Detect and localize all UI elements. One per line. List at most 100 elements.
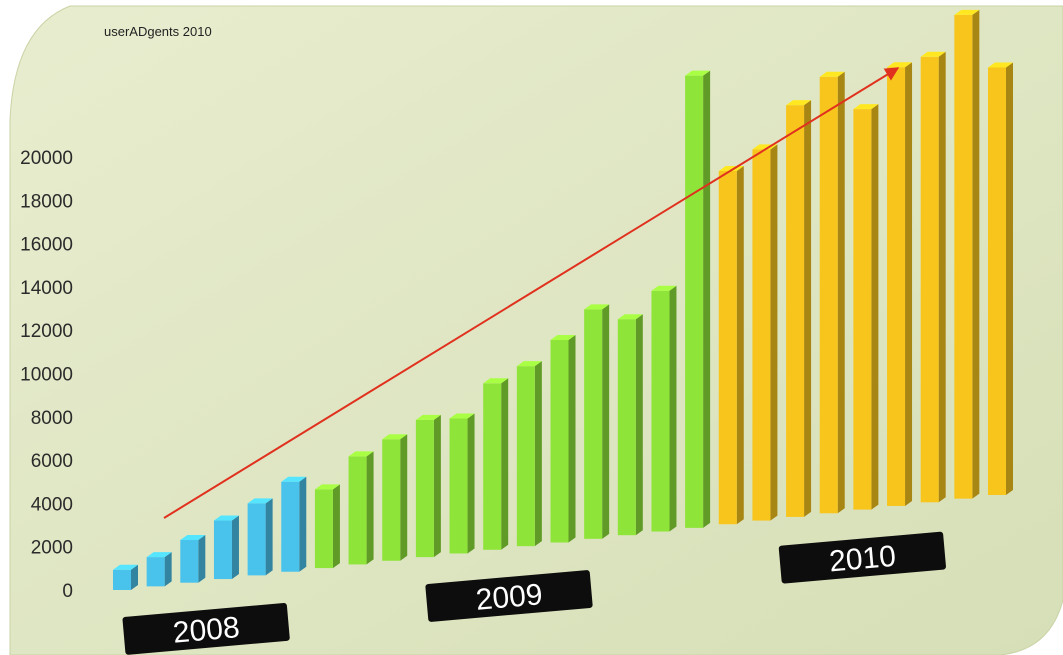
- bar-top: [920, 51, 946, 57]
- year-label-text: 2008: [172, 611, 241, 650]
- bar: [819, 71, 845, 514]
- bar-top: [247, 498, 273, 504]
- bar-side: [467, 413, 475, 554]
- bar-top: [584, 304, 610, 310]
- bar-side: [400, 434, 408, 561]
- bar-series: [113, 9, 1013, 590]
- bar-top: [516, 361, 542, 367]
- bar-face: [415, 419, 434, 558]
- bar-top: [651, 285, 677, 291]
- bar-top: [348, 451, 374, 457]
- bar: [247, 498, 273, 576]
- bar-face: [281, 481, 300, 572]
- bar-face: [685, 75, 704, 528]
- bar: [887, 62, 913, 506]
- bar-side: [972, 9, 980, 499]
- bar-top: [213, 515, 239, 521]
- bar-face: [920, 56, 939, 503]
- bar-face: [348, 456, 367, 565]
- bar-top: [617, 314, 643, 320]
- bar-side: [804, 100, 812, 517]
- bar-face: [180, 539, 199, 583]
- year-label-2009: 2009: [425, 570, 593, 622]
- bar-top: [180, 534, 206, 540]
- bar: [281, 476, 307, 572]
- bar-face: [550, 340, 569, 543]
- year-label-text: 2009: [474, 578, 543, 617]
- bar-face: [146, 557, 165, 587]
- y-tick-label: 12000: [20, 321, 73, 342]
- bar: [550, 335, 576, 543]
- bar-top: [449, 413, 475, 419]
- bar-side: [905, 62, 913, 506]
- bar-side: [433, 414, 441, 558]
- year-label-2010: 2010: [778, 531, 946, 584]
- bar: [584, 304, 610, 539]
- bar: [786, 100, 812, 517]
- bar-side: [703, 70, 711, 528]
- bar-face: [314, 489, 333, 569]
- year-label-box: [122, 602, 290, 655]
- chart-title: userADgents 2010: [104, 24, 212, 39]
- bar-face: [988, 67, 1006, 495]
- bar-face: [617, 319, 636, 536]
- y-axis: 0 2000 4000 6000 8000 10000 12000 14000 16000 180…: [20, 148, 73, 602]
- bar-face: [516, 366, 535, 547]
- bar-side: [131, 564, 138, 590]
- y-tick-label: 8000: [31, 408, 73, 429]
- bar-face: [786, 105, 805, 517]
- year-label-2008: 2008: [122, 602, 290, 655]
- y-tick-label: 14000: [20, 278, 73, 299]
- bar: [617, 314, 643, 536]
- bar: [415, 414, 441, 558]
- bar-top: [954, 9, 980, 15]
- bar-face: [887, 67, 906, 506]
- bar: [449, 413, 475, 554]
- bar-face: [213, 520, 232, 580]
- bar-side: [265, 498, 273, 576]
- bar-top: [281, 476, 307, 482]
- bar-side: [1006, 62, 1013, 495]
- bar-top: [853, 104, 879, 110]
- y-tick-label: 6000: [31, 451, 73, 472]
- y-tick-label: 0: [62, 581, 73, 602]
- bar-side: [332, 484, 340, 569]
- bar: [180, 534, 206, 583]
- bar-face: [651, 290, 670, 532]
- trend-arrow: [163, 67, 900, 519]
- bar: [651, 285, 677, 532]
- bar-face: [718, 170, 737, 525]
- bar-face: [247, 503, 266, 576]
- bar: [314, 484, 340, 569]
- bar: [146, 552, 172, 587]
- bar-top: [113, 564, 138, 570]
- bar-side: [366, 451, 374, 565]
- y-tick-label: 2000: [31, 538, 73, 559]
- bar-top: [314, 484, 340, 490]
- bar-face: [382, 439, 401, 561]
- bar-side: [770, 144, 778, 521]
- bar: [213, 515, 239, 580]
- bar: [348, 451, 374, 565]
- bar-side: [938, 51, 946, 503]
- bar-side: [635, 314, 643, 536]
- bar-side: [568, 335, 576, 543]
- bar-side: [602, 304, 610, 539]
- y-tick-label: 4000: [31, 494, 73, 515]
- bar: [483, 378, 509, 550]
- bar-side: [534, 361, 542, 547]
- bar-face: [853, 109, 872, 510]
- bar: [516, 361, 542, 547]
- bar-top: [887, 62, 913, 68]
- bar-face: [449, 418, 468, 554]
- y-tick-label: 16000: [20, 235, 73, 256]
- bar-top: [550, 335, 576, 340]
- bar-face: [819, 76, 838, 514]
- bar: [920, 51, 946, 503]
- bar: [988, 62, 1013, 495]
- bar-side: [871, 104, 879, 510]
- year-labels: 2008 2009 2010: [122, 531, 946, 655]
- year-label-box: [778, 531, 946, 584]
